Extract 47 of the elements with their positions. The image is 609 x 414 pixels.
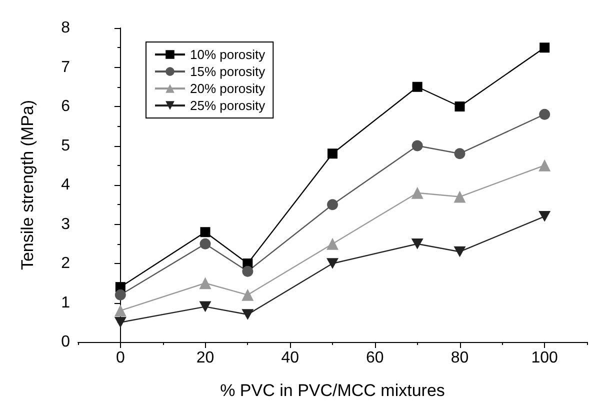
point [242,309,254,320]
point [539,108,550,120]
point [242,266,254,277]
point [538,159,551,172]
point [199,301,212,312]
legend-label: 25% porosity [190,98,266,113]
point [411,186,424,199]
point [538,211,551,222]
y-axis-title: Tensile strength (MPa) [18,100,37,270]
point [326,238,338,250]
x-tick-label: 20 [196,350,214,366]
x-tick-label: 0 [116,350,125,366]
legend-label: 15% porosity [190,64,266,79]
point [328,148,338,159]
y-tick-label: 4 [61,176,70,194]
point [200,227,210,238]
point [454,148,466,160]
x-tick-label: 40 [281,350,300,366]
legend-label: 10% porosity [190,47,266,62]
y-tick-label: 8 [61,20,70,36]
y-tick-label: 3 [61,216,70,233]
point [412,82,422,92]
point [114,316,126,328]
y-tick-label: 1 [61,294,70,312]
point [114,304,126,317]
point [200,238,211,250]
point [411,238,424,250]
y-tick-label: 0 [61,334,70,350]
y-tick-label: 2 [61,255,70,272]
y-tick-label: 5 [61,137,70,154]
point [242,288,254,301]
point [199,277,212,290]
point [454,246,466,258]
x-tick-label: 100 [531,350,558,366]
point [114,289,126,300]
point [454,190,466,203]
legend-label: 20% porosity [190,81,266,96]
point [412,140,423,152]
point [326,258,338,269]
point [327,199,338,210]
x-tick-label: 80 [450,350,469,366]
point [454,102,465,112]
y-tick-label: 7 [61,58,70,76]
point [540,42,550,53]
y-tick-label: 6 [61,98,70,115]
x-tick-label: 60 [366,350,384,366]
x-axis-title: % PVC in PVC/MCC mixtures [220,381,445,400]
